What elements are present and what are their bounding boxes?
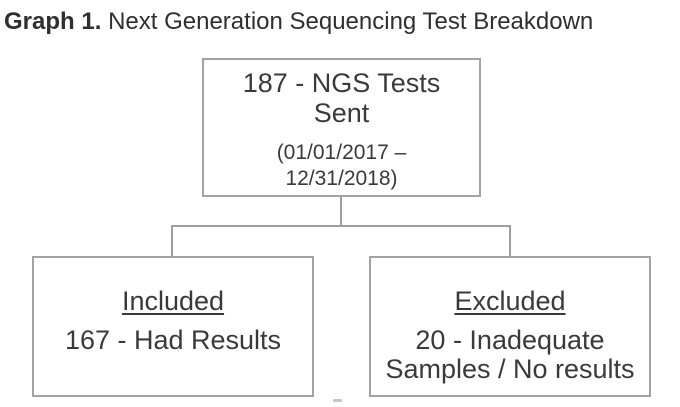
root-node-title-line1: 187 - NGS Tests [242, 68, 441, 98]
cropped-text-artifact [333, 399, 342, 402]
included-detail-line1: 167 - Had Results [64, 325, 282, 355]
figure-title: Graph 1. Next Generation Sequencing Test … [4, 7, 593, 37]
connector-branch-horizontal [171, 225, 511, 227]
figure-title-label: Graph 1. [4, 8, 102, 35]
root-node-date-line1: (01/01/2017 – [276, 141, 407, 164]
excluded-detail-line2: Samples / No results [385, 354, 635, 384]
excluded-heading: Excluded [454, 286, 566, 316]
excluded-detail: 20 - Inadequate Samples / No results [385, 326, 634, 384]
node-excluded: Excluded 20 - Inadequate Samples / No re… [369, 256, 651, 397]
root-node-title-line2: Sent [313, 98, 370, 128]
root-node-date-line2: 12/31/2018) [285, 167, 398, 190]
root-node-date-range: (01/01/2017 – 12/31/2018) [277, 140, 407, 192]
connector-root-stem [340, 197, 342, 226]
root-node-title: 187 - NGS Tests Sent [243, 68, 441, 128]
node-included: Included 167 - Had Results [32, 256, 314, 397]
included-heading: Included [121, 286, 225, 316]
connector-excluded-drop [509, 226, 511, 256]
included-detail: 167 - Had Results [65, 326, 281, 355]
connector-included-drop [171, 226, 173, 256]
node-ngs-tests-sent: 187 - NGS Tests Sent (01/01/2017 – 12/31… [202, 58, 481, 197]
excluded-detail-line1: 20 - Inadequate [415, 325, 605, 355]
figure-title-text: Next Generation Sequencing Test Breakdow… [108, 8, 594, 35]
